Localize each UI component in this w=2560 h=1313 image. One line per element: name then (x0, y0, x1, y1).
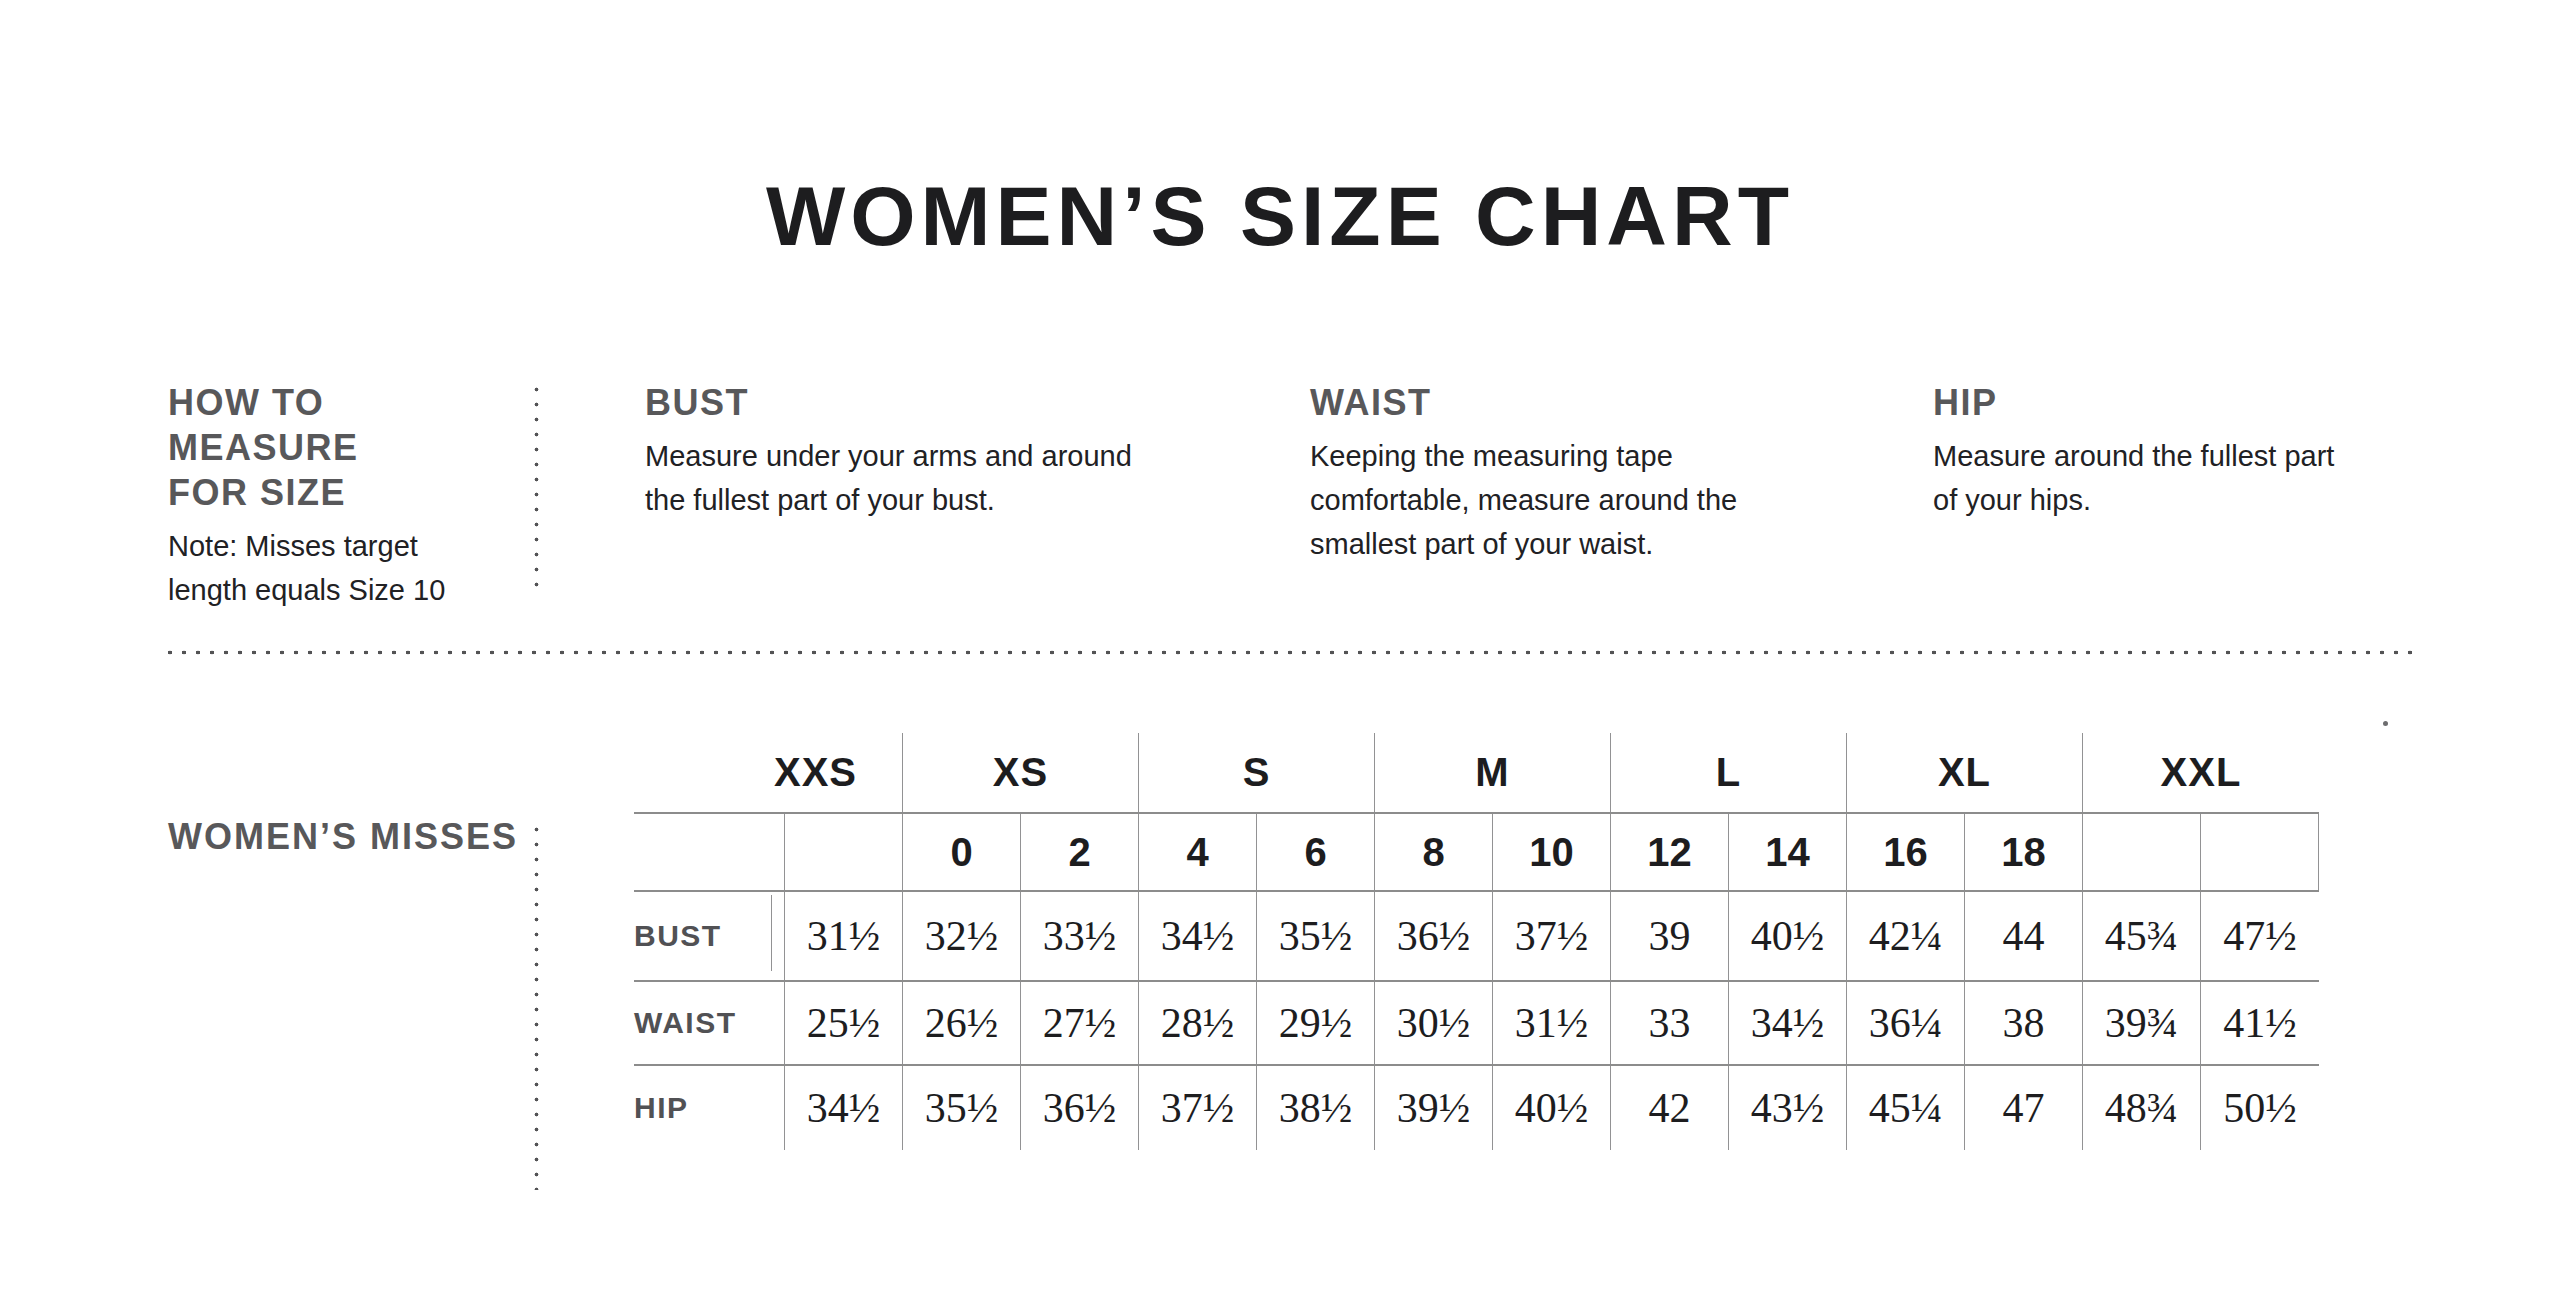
womens-misses-label: WOMEN’S MISSES (168, 816, 518, 858)
waist-value: 38 (1965, 982, 2083, 1064)
bust-value: 35½ (1257, 892, 1375, 980)
hip-value: 42 (1611, 1066, 1729, 1150)
misses-dotted-divider (534, 822, 539, 1190)
waist-row: WAIST 25½ 26½ 27½ 28½ 29½ 30½ 31½ 33 34½… (634, 980, 2319, 1064)
bust-row: BUST 31½ 32½ 33½ 34½ 35½ 36½ 37½ 39 40½ … (634, 890, 2319, 980)
group-header-xxl: XXL (2083, 733, 2319, 812)
note-line1: Note: Misses target (168, 530, 418, 562)
hip-value: 38½ (1257, 1066, 1375, 1150)
how-to-measure-heading: HOW TO MEASURE FOR SIZE (168, 380, 513, 515)
group-header-label: XXS (774, 750, 857, 795)
waist-value: 26½ (903, 982, 1021, 1064)
numeric-size-cell: 14 (1729, 814, 1847, 890)
numeric-size-cell: 8 (1375, 814, 1493, 890)
artifact-line (771, 895, 772, 971)
numeric-size-cell (785, 814, 903, 890)
waist-value: 28½ (1139, 982, 1257, 1064)
waist-value: 29½ (1257, 982, 1375, 1064)
group-header-xxs: XXS (785, 733, 903, 812)
bust-value: 33½ (1021, 892, 1139, 980)
bust-value: 42¼ (1847, 892, 1965, 980)
bust-guide-heading: BUST (645, 380, 1160, 425)
waist-row-label: WAIST (634, 982, 785, 1064)
hip-value: 39½ (1375, 1066, 1493, 1150)
waist-value: 25½ (785, 982, 903, 1064)
hip-value: 45¼ (1847, 1066, 1965, 1150)
waist-value: 34½ (1729, 982, 1847, 1064)
waist-value: 36¼ (1847, 982, 1965, 1064)
hip-value: 48¾ (2083, 1066, 2201, 1150)
waist-value: 41½ (2201, 982, 2319, 1064)
numeric-size-cell: 16 (1847, 814, 1965, 890)
bust-value: 39 (1611, 892, 1729, 980)
waist-value: 30½ (1375, 982, 1493, 1064)
waist-guide-heading: WAIST (1310, 380, 1765, 425)
how-to-measure-heading-line2: FOR SIZE (168, 472, 346, 513)
hip-row-label: HIP (634, 1066, 785, 1150)
waist-value: 27½ (1021, 982, 1139, 1064)
waist-guide-section: WAIST Keeping the measuring tape comfort… (1310, 380, 1765, 566)
bust-value: 45¾ (2083, 892, 2201, 980)
hip-guide-section: HIP Measure around the fullest part of y… (1933, 380, 2363, 522)
womens-size-chart-page: WOMEN’S SIZE CHART HOW TO MEASURE FOR SI… (0, 0, 2560, 1313)
numeric-size-cell: 12 (1611, 814, 1729, 890)
stray-dot (2383, 721, 2388, 726)
size-table: XXS XS S M L XL XXL 0 2 4 6 8 10 12 14 1… (634, 733, 2319, 1150)
numeric-size-cell: 2 (1021, 814, 1139, 890)
bust-value: 36½ (1375, 892, 1493, 980)
numeric-size-cell: 6 (1257, 814, 1375, 890)
page-title: WOMEN’S SIZE CHART (0, 168, 2560, 265)
bust-guide-section: BUST Measure under your arms and around … (645, 380, 1160, 522)
numeric-size-cell: 0 (903, 814, 1021, 890)
bust-value: 34½ (1139, 892, 1257, 980)
numeric-size-cell (2083, 814, 2201, 890)
group-header-l: L (1611, 733, 1847, 812)
numeric-size-cell: 10 (1493, 814, 1611, 890)
bust-row-label: BUST (634, 892, 785, 980)
hip-row: HIP 34½ 35½ 36½ 37½ 38½ 39½ 40½ 42 43½ 4… (634, 1064, 2319, 1150)
misses-target-note: Note: Misses target length equals Size 1… (168, 524, 513, 612)
waist-value: 39¾ (2083, 982, 2201, 1064)
how-to-measure-section: HOW TO MEASURE FOR SIZE Note: Misses tar… (168, 380, 513, 612)
group-header-xs: XS (903, 733, 1139, 812)
size-group-header-row: XXS XS S M L XL XXL (634, 733, 2319, 812)
group-header-s: S (1139, 733, 1375, 812)
bust-value: 40½ (1729, 892, 1847, 980)
horizontal-dotted-divider (163, 650, 2421, 655)
bust-value: 47½ (2201, 892, 2319, 980)
guide-dotted-divider (534, 382, 539, 594)
hip-value: 35½ (903, 1066, 1021, 1150)
hip-value: 43½ (1729, 1066, 1847, 1150)
group-header-m: M (1375, 733, 1611, 812)
bust-value: 31½ (785, 892, 903, 980)
bust-guide-text: Measure under your arms and around the f… (645, 434, 1160, 522)
waist-value: 33 (1611, 982, 1729, 1064)
group-header-xl: XL (1847, 733, 2083, 812)
numeric-size-cell (2201, 814, 2319, 890)
hip-value: 47 (1965, 1066, 2083, 1150)
waist-value: 31½ (1493, 982, 1611, 1064)
group-header-spacer (634, 733, 785, 812)
hip-guide-text: Measure around the fullest part of your … (1933, 434, 2363, 522)
how-to-measure-heading-line1: HOW TO MEASURE (168, 382, 359, 468)
numeric-row-label-cell (634, 814, 785, 890)
note-line2: length equals Size 10 (168, 574, 445, 606)
hip-value: 50½ (2201, 1066, 2319, 1150)
numeric-size-cell: 4 (1139, 814, 1257, 890)
numeric-size-cell: 18 (1965, 814, 2083, 890)
hip-guide-heading: HIP (1933, 380, 2363, 425)
hip-value: 37½ (1139, 1066, 1257, 1150)
bust-value: 32½ (903, 892, 1021, 980)
hip-value: 34½ (785, 1066, 903, 1150)
bust-value: 44 (1965, 892, 2083, 980)
hip-value: 36½ (1021, 1066, 1139, 1150)
hip-value: 40½ (1493, 1066, 1611, 1150)
waist-guide-text: Keeping the measuring tape comfortable, … (1310, 434, 1765, 566)
numeric-size-row: 0 2 4 6 8 10 12 14 16 18 (634, 812, 2319, 890)
bust-value: 37½ (1493, 892, 1611, 980)
